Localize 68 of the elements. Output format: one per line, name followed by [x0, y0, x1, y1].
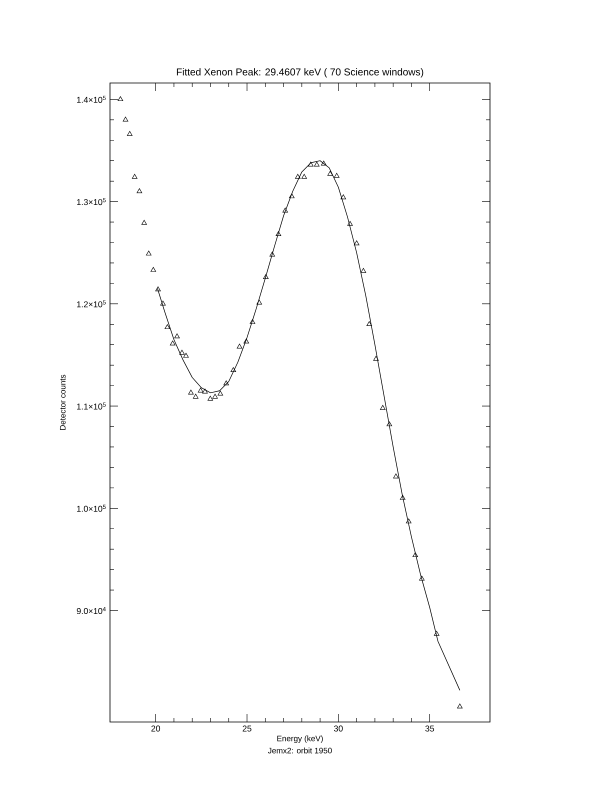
point [132, 174, 138, 179]
point [289, 193, 294, 198]
point [412, 552, 418, 558]
y-axis-title: Detector counts [60, 374, 66, 430]
point [208, 396, 214, 401]
point [400, 494, 406, 500]
point [198, 388, 204, 392]
point [250, 319, 256, 324]
point [276, 231, 282, 236]
point [366, 321, 372, 326]
point [282, 208, 288, 212]
point [179, 350, 185, 355]
point [127, 131, 132, 136]
point [308, 162, 314, 166]
point [256, 300, 262, 305]
point [386, 421, 392, 426]
point [230, 367, 236, 372]
point [434, 630, 440, 636]
chart-title: Fitted Xenon Peak: 29.4607 keV ( 70 Science windows) [176, 68, 424, 78]
point [136, 188, 142, 194]
point [122, 116, 128, 122]
point [270, 252, 275, 256]
y-tick-label: 1.3×10$^{5}$ [77, 198, 106, 206]
point [301, 174, 307, 179]
x-tick-label: 35 [425, 726, 434, 732]
point [340, 194, 346, 200]
point [406, 518, 412, 524]
point [244, 338, 250, 344]
point [263, 274, 269, 279]
x-tick-label: 25 [242, 726, 252, 732]
point [360, 268, 366, 273]
point [150, 266, 156, 272]
point [327, 170, 333, 176]
point [457, 704, 463, 708]
point [380, 405, 386, 410]
text: Jemx2: orbit 1950 [268, 748, 332, 754]
point [118, 96, 124, 102]
point [183, 352, 189, 358]
point [321, 160, 326, 166]
x-tick-label: 30 [334, 726, 343, 732]
point [236, 344, 242, 348]
point [174, 333, 180, 338]
point [354, 240, 360, 246]
y-tick-label: 1.2×10$^{5}$ [77, 300, 106, 308]
point [419, 576, 425, 581]
point [141, 220, 147, 225]
point [223, 380, 229, 386]
point [146, 250, 152, 256]
point [192, 394, 198, 399]
point [314, 162, 320, 166]
y-tick-label: 1.1×10$^{5}$ [77, 402, 106, 410]
point [164, 324, 170, 330]
x-axis-title: Energy (keV) [277, 735, 323, 743]
point [218, 390, 224, 396]
point [170, 340, 176, 346]
point [334, 172, 340, 178]
point [373, 356, 379, 361]
point [160, 300, 166, 306]
y-tick-label: 9.0×10$^{4}$ [76, 607, 106, 614]
point [202, 388, 208, 394]
point [188, 390, 194, 394]
point [212, 394, 218, 399]
point [347, 220, 353, 226]
point [393, 474, 399, 478]
point [295, 174, 301, 179]
x-tick-label: 20 [151, 726, 160, 732]
y-tick-label: 1.4×10$^{5}$ [77, 96, 106, 103]
y-tick-label: 1.0×10$^{5}$ [77, 504, 106, 512]
